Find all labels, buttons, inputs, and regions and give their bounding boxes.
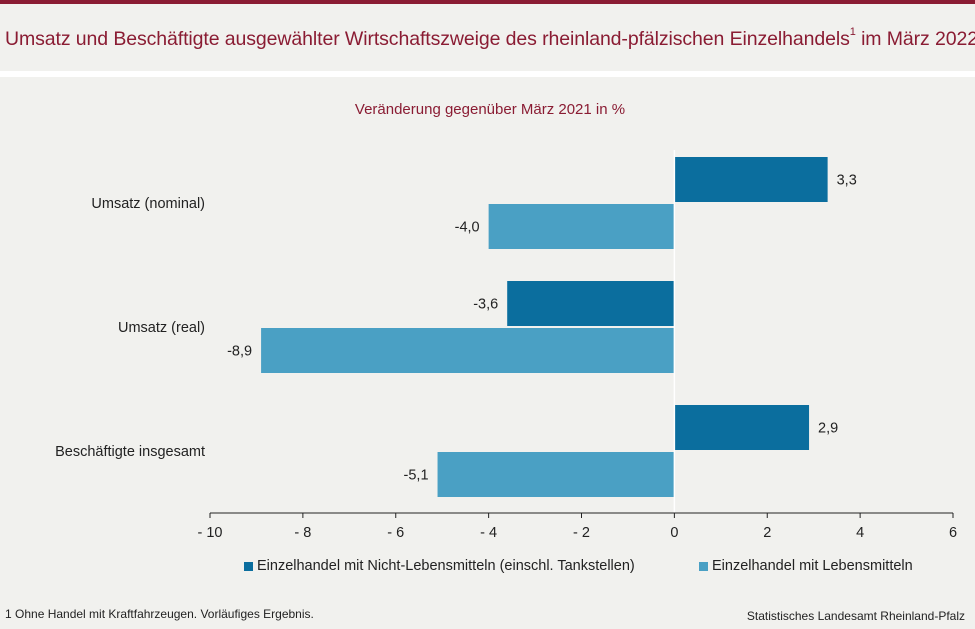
bar-0-series-1 — [674, 157, 828, 202]
category-label-2: Beschäftigte insgesamt — [55, 444, 205, 460]
x-tick-label-8: 6 — [949, 525, 957, 541]
x-tick-label-6: 2 — [763, 525, 771, 541]
x-tick-label-7: 4 — [856, 525, 864, 541]
bar-2-series-2 — [437, 452, 675, 497]
footnote: 1 Ohne Handel mit Kraftfahrzeugen. Vorlä… — [5, 607, 314, 621]
data-label-1-series-2: -8,9 — [227, 344, 252, 360]
category-label-0: Umsatz (nominal) — [91, 196, 205, 212]
page-title: Umsatz und Beschäftigte ausgewählter Wir… — [5, 26, 975, 50]
legend-swatch-series-1 — [244, 561, 253, 571]
x-tick-label-0: - 10 — [198, 525, 223, 541]
data-label-1-series-1: -3,6 — [473, 297, 498, 313]
top-accent-bar — [0, 0, 975, 4]
source-credit: Statistisches Landesamt Rheinland-Pfalz — [746, 609, 965, 623]
legend-item-series-2: Einzelhandel mit Lebensmitteln — [699, 558, 913, 574]
data-label-0-series-2: -4,0 — [455, 220, 480, 236]
bar-0-series-2 — [488, 204, 675, 249]
x-tick-label-2: - 6 — [387, 525, 404, 541]
data-label-0-series-1: 3,3 — [837, 173, 857, 189]
legend-swatch-series-2 — [699, 561, 708, 571]
x-tick-label-5: 0 — [670, 525, 678, 541]
bar-1-series-1 — [507, 281, 675, 326]
header: Umsatz und Beschäftigte ausgewählter Wir… — [0, 4, 975, 71]
chart-subtitle: Veränderung gegenüber März 2021 in % — [355, 101, 625, 118]
header-separator — [0, 71, 975, 77]
x-tick-label-1: - 8 — [294, 525, 311, 541]
x-tick-label-4: - 2 — [573, 525, 590, 541]
data-label-2-series-1: 2,9 — [818, 421, 838, 437]
category-label-1: Umsatz (real) — [118, 320, 205, 336]
x-tick-label-3: - 4 — [480, 525, 497, 541]
legend-item-series-1: Einzelhandel mit Nicht-Lebensmitteln (ei… — [244, 558, 635, 574]
legend-label-series-2: Einzelhandel mit Lebensmitteln — [712, 558, 913, 574]
data-label-2-series-2: -5,1 — [404, 468, 429, 484]
legend-label-series-1: Einzelhandel mit Nicht-Lebensmitteln (ei… — [257, 558, 635, 574]
bar-2-series-1 — [674, 405, 810, 450]
bar-1-series-2 — [261, 328, 675, 373]
legend: Einzelhandel mit Nicht-Lebensmitteln (ei… — [0, 558, 975, 578]
